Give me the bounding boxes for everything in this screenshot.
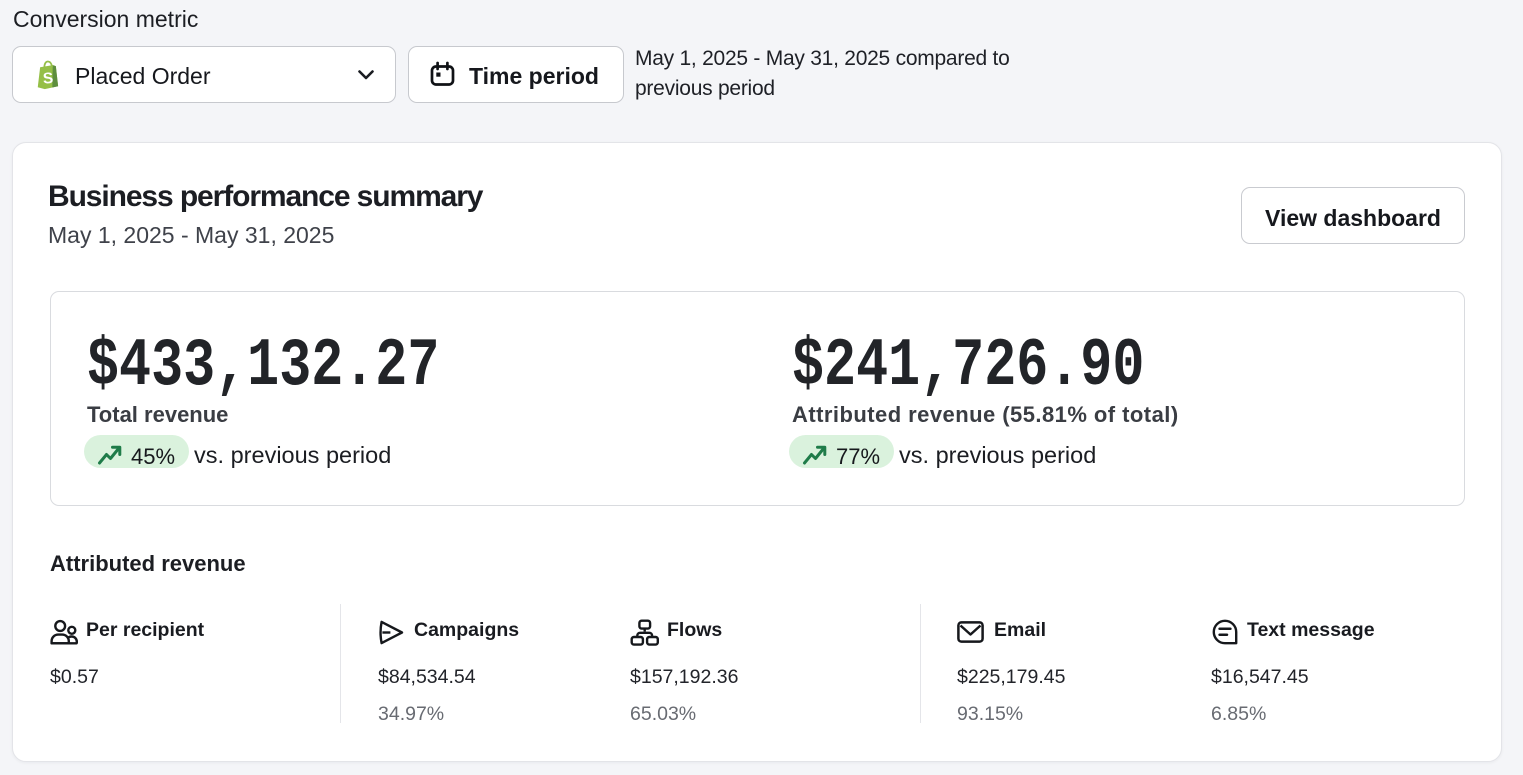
svg-text:S: S bbox=[42, 69, 54, 87]
